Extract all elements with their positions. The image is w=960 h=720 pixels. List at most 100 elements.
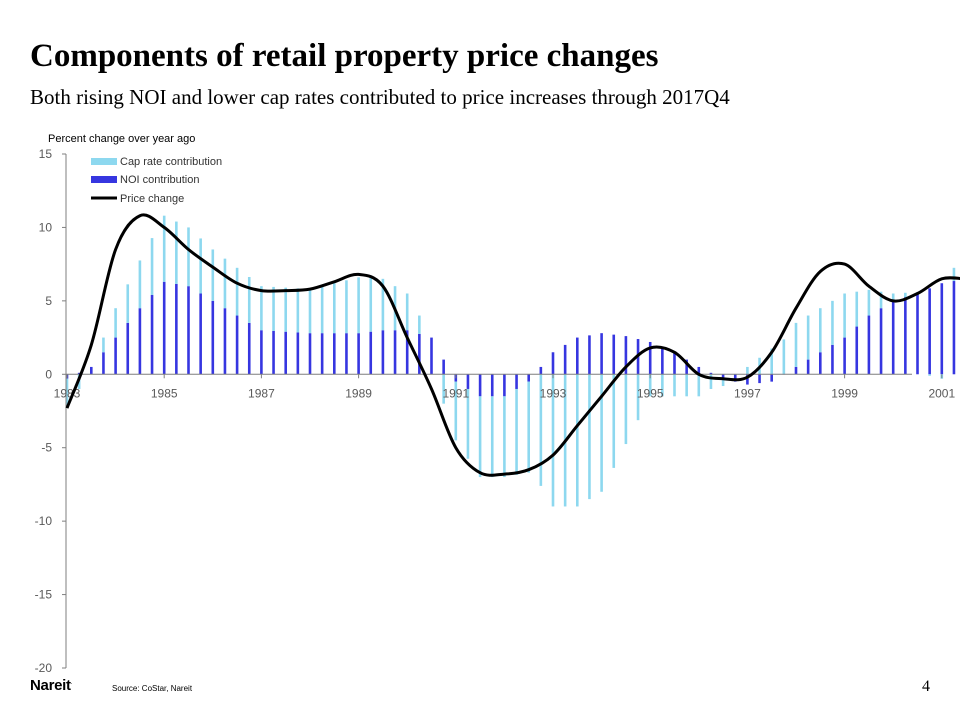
page-number: 4 — [922, 678, 930, 695]
noi-bar — [357, 333, 360, 375]
cap-rate-bar — [770, 348, 773, 375]
noi-bar — [418, 333, 421, 375]
noi-bar — [150, 294, 154, 375]
cap-rate-bar — [247, 276, 251, 323]
noi-bar — [600, 333, 603, 375]
noi-bar — [891, 300, 895, 375]
cap-rate-bar — [551, 374, 555, 507]
x-tick-label: 1993 — [540, 386, 567, 400]
cap-rate-bar — [65, 378, 69, 409]
cap-rate-bar — [308, 289, 312, 334]
noi-bar — [333, 333, 336, 375]
cap-rate-bar — [150, 238, 154, 295]
cap-rate-bar — [102, 337, 105, 353]
legend: Cap rate contribution NOI contribution P… — [91, 156, 222, 205]
noi-bar — [770, 374, 773, 382]
noi-bar — [490, 374, 494, 397]
noi-bar — [527, 374, 530, 382]
noi-bar — [758, 374, 761, 384]
noi-bar — [126, 322, 130, 375]
noi-bar — [697, 366, 701, 375]
cap-rate-bar — [442, 374, 445, 404]
legend-swatch-noi — [91, 176, 117, 183]
noi-bar — [138, 308, 142, 375]
noi-bar — [345, 333, 348, 375]
cap-rate-bar — [405, 293, 409, 331]
legend-swatch-cap-rate — [91, 158, 117, 165]
cap-rate-bar — [782, 339, 786, 375]
cap-rate-bar — [624, 374, 628, 445]
noi-bar — [284, 331, 287, 375]
cap-rate-bar — [503, 396, 506, 478]
cap-rate-bar — [345, 280, 348, 334]
cap-rate-bar — [187, 227, 190, 287]
cap-rate-bar — [260, 286, 263, 331]
logo-text: Nareit — [30, 677, 71, 694]
legend-label-noi: NOI contribution — [120, 174, 199, 186]
noi-bar — [381, 330, 385, 375]
cap-rate-bar — [381, 278, 385, 331]
noi-bar — [588, 335, 591, 375]
noi-bar — [296, 332, 300, 375]
cap-rate-bar — [746, 366, 749, 375]
noi-bar — [794, 366, 798, 375]
noi-bar — [393, 330, 397, 375]
noi-bar — [819, 352, 822, 375]
cap-rate-bar — [490, 396, 494, 478]
cap-rate-bar — [612, 374, 616, 468]
cap-rate-bar — [709, 374, 713, 389]
cap-rate-bar — [333, 283, 336, 334]
noi-bar — [551, 352, 555, 375]
y-tick-label: 0 — [45, 367, 52, 381]
noi-bar — [308, 333, 312, 375]
noi-bar — [624, 336, 628, 375]
slide-title: Components of retail property price chan… — [30, 38, 659, 74]
line-layer — [65, 213, 960, 477]
cap-rate-bar — [454, 381, 458, 441]
cap-rate-bar — [272, 286, 275, 331]
cap-rate-bar — [855, 291, 859, 327]
noi-bar — [430, 337, 433, 375]
cap-rate-bar — [685, 374, 688, 397]
cap-rate-bar — [600, 374, 603, 492]
noi-bar — [260, 330, 263, 375]
noi-bar — [673, 352, 676, 375]
cap-rate-bar — [478, 396, 482, 478]
noi-bar — [952, 281, 956, 375]
noi-bar — [114, 337, 117, 375]
cap-rate-bar — [867, 289, 871, 316]
x-tick-label: 1991 — [442, 386, 469, 400]
nareit-logo: Nareit. — [30, 677, 73, 694]
noi-bar — [247, 322, 251, 375]
noi-bar — [478, 374, 482, 397]
noi-bar — [855, 326, 859, 375]
noi-bar — [867, 315, 871, 375]
x-tick-label: 1995 — [637, 386, 664, 400]
cap-rate-bar — [126, 284, 130, 323]
cap-rate-bar — [211, 249, 215, 301]
noi-bar — [466, 374, 470, 389]
noi-bar — [515, 374, 518, 389]
noi-bar — [223, 308, 227, 375]
cap-rate-bar — [952, 267, 956, 282]
cap-rate-bar — [648, 374, 652, 397]
source-note: Source: CoStar, Nareit — [112, 684, 193, 693]
cap-rate-bar — [223, 258, 227, 309]
cap-rate-bar — [831, 300, 834, 345]
noi-bar — [916, 293, 919, 375]
noi-bar — [187, 286, 190, 375]
cap-rate-bar — [697, 374, 701, 397]
y-tick-label: -20 — [35, 661, 53, 675]
cap-rate-bar — [357, 277, 360, 334]
noi-bar — [806, 359, 810, 375]
legend-label-price: Price change — [120, 193, 184, 205]
cap-rate-bar — [806, 315, 810, 360]
cap-rate-bar — [721, 378, 725, 387]
cap-rate-bar — [794, 322, 798, 367]
cap-rate-bar — [515, 388, 518, 475]
noi-bar — [904, 297, 907, 375]
x-tick-label: 1989 — [345, 386, 372, 400]
noi-bar — [211, 300, 215, 375]
cap-rate-bar — [527, 381, 530, 473]
